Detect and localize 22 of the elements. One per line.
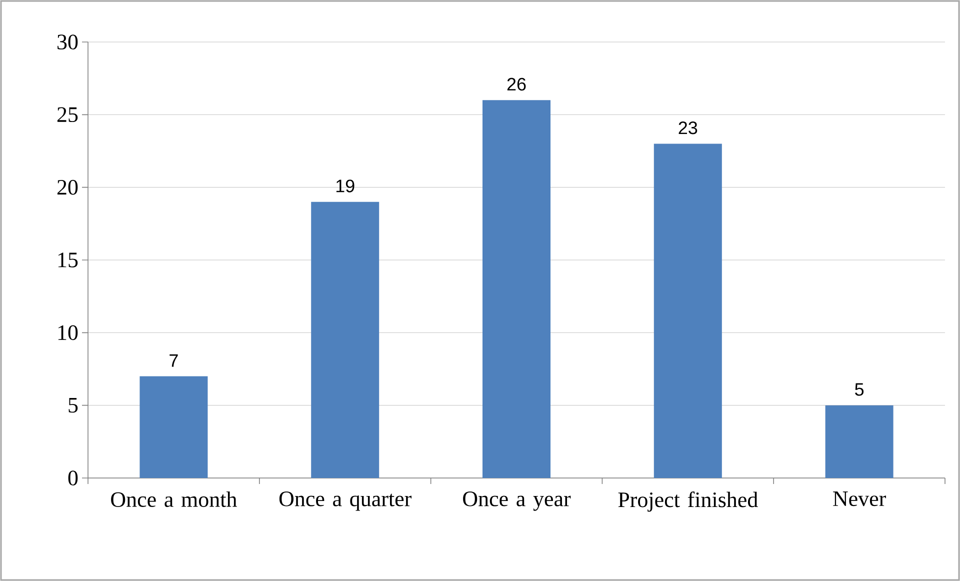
y-tick-label: 0 <box>68 470 78 486</box>
data-label: 5 <box>855 383 864 396</box>
y-tick-label: 10 <box>58 325 78 340</box>
x-tick-label: Once a quarter <box>279 492 412 511</box>
bar <box>825 405 894 478</box>
x-tick-label: Once a month <box>111 492 237 508</box>
bar <box>482 100 551 478</box>
data-label: 19 <box>336 180 354 192</box>
x-tick-label: Project finished <box>618 492 758 512</box>
y-tick-label: 5 <box>68 398 78 413</box>
y-tick-label: 30 <box>58 34 78 50</box>
bar <box>654 144 722 478</box>
y-tick-label: 15 <box>58 252 78 268</box>
y-tick-label: 25 <box>57 107 78 122</box>
bar <box>311 202 380 478</box>
data-label: 7 <box>170 354 178 367</box>
y-tick-label: 20 <box>57 180 78 195</box>
data-label: 23 <box>678 121 698 134</box>
data-label: 26 <box>507 78 526 91</box>
x-tick-label: Once a year <box>463 492 571 511</box>
bar <box>140 376 208 478</box>
x-tick-label: Never <box>833 492 886 506</box>
